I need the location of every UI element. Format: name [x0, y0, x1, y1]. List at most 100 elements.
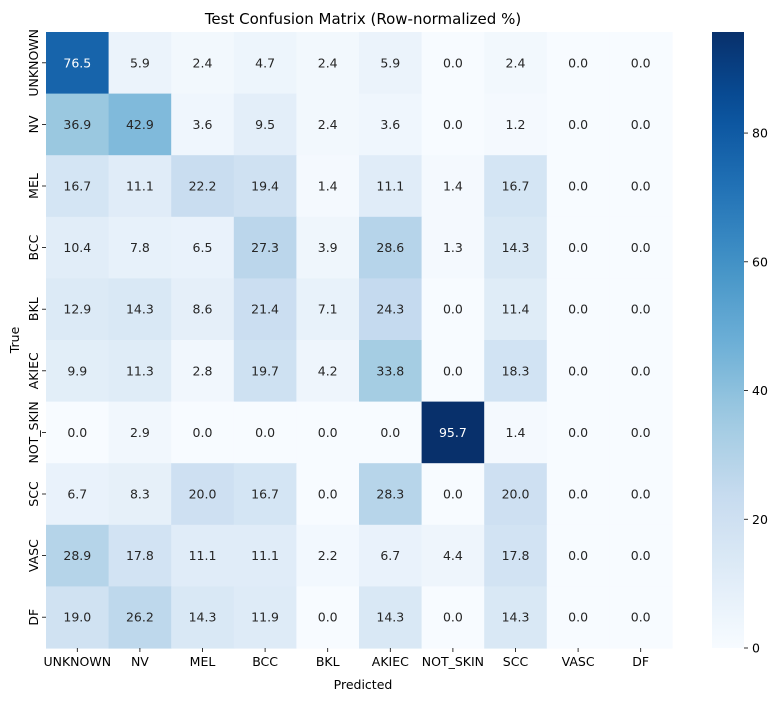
cell-value-label: 0.0	[631, 610, 651, 625]
heatmap-cell	[359, 340, 423, 403]
heatmap-cell	[609, 278, 673, 341]
heatmap-cell	[421, 401, 485, 464]
heatmap-cell	[171, 340, 235, 403]
heatmap-cell	[171, 155, 235, 218]
y-tick-label: NOT_SKIN	[26, 401, 41, 463]
cell-value-label: 28.9	[63, 548, 91, 563]
heatmap-cell	[359, 401, 423, 464]
heatmap-cell	[359, 586, 423, 649]
heatmap-cell	[546, 586, 610, 649]
heatmap-cell	[421, 463, 485, 526]
heatmap-cell	[296, 278, 360, 341]
heatmap-cell	[296, 524, 360, 587]
cell-value-label: 28.6	[376, 240, 404, 255]
heatmap-cell	[421, 216, 485, 279]
cell-value-label: 14.3	[126, 302, 154, 317]
cell-value-label: 0.0	[631, 487, 651, 502]
heatmap-cell	[484, 155, 548, 218]
cell-value-label: 5.9	[380, 55, 400, 70]
heatmap-cell	[421, 524, 485, 587]
cell-value-label: 0.0	[443, 363, 463, 378]
colorbar-gradient	[712, 32, 744, 648]
cell-value-label: 0.0	[568, 117, 588, 132]
heatmap-cell	[359, 463, 423, 526]
heatmap-cell	[233, 586, 297, 649]
heatmap-cell	[421, 340, 485, 403]
cell-value-label: 17.8	[502, 548, 530, 563]
heatmap-cell	[609, 401, 673, 464]
x-tick-label: VASC	[562, 654, 595, 669]
cell-value-label: 95.7	[439, 425, 467, 440]
heatmap-cell	[108, 586, 172, 649]
cell-value-label: 42.9	[126, 117, 154, 132]
heatmap-cell	[46, 155, 110, 218]
cell-value-label: 0.0	[443, 487, 463, 502]
y-tick-label: UNKNOWN	[26, 29, 41, 97]
heatmap-cell	[546, 340, 610, 403]
heatmap-cell	[108, 340, 172, 403]
heatmap-cell	[359, 216, 423, 279]
cell-value-label: 0.0	[568, 487, 588, 502]
chart-title: Test Confusion Matrix (Row-normalized %)	[204, 10, 521, 28]
heatmap-cell	[609, 32, 673, 95]
heatmap-cell	[609, 216, 673, 279]
cell-value-label: 1.2	[506, 117, 526, 132]
x-tick-label: BKL	[316, 654, 340, 669]
heatmap-cell	[296, 93, 360, 156]
heatmap-cell	[296, 155, 360, 218]
cell-value-label: 0.0	[631, 425, 651, 440]
cell-value-label: 76.5	[63, 55, 91, 70]
cell-value-label: 19.7	[251, 363, 279, 378]
cell-value-label: 1.4	[318, 179, 338, 194]
heatmap-cell	[46, 93, 110, 156]
cell-value-label: 3.6	[193, 117, 213, 132]
cell-value-label: 2.8	[193, 363, 213, 378]
heatmap-cell	[46, 216, 110, 279]
heatmap-cell	[359, 32, 423, 95]
cell-value-label: 0.0	[443, 302, 463, 317]
cell-value-label: 12.9	[63, 302, 91, 317]
cell-value-label: 1.4	[506, 425, 526, 440]
cell-value-label: 0.0	[193, 425, 213, 440]
heatmap-cells: 76.5 5.9 2.4 4.7 2.4 5.9 0.0 2.4 0.0 0.0 36.9 42.9 3…	[46, 32, 673, 649]
heatmap-cell	[46, 32, 110, 95]
heatmap-cell	[108, 463, 172, 526]
y-tick-label: AKIEC	[26, 352, 41, 389]
cell-value-label: 21.4	[251, 302, 279, 317]
heatmap-cell	[233, 340, 297, 403]
heatmap-cell	[46, 401, 110, 464]
cell-value-label: 3.9	[318, 240, 338, 255]
heatmap-cell	[546, 401, 610, 464]
heatmap-cell	[108, 93, 172, 156]
heatmap-cell	[171, 278, 235, 341]
cell-value-label: 0.0	[318, 425, 338, 440]
cell-value-label: 0.0	[631, 240, 651, 255]
heatmap-cell	[296, 216, 360, 279]
heatmap-cell	[609, 93, 673, 156]
heatmap-cell	[108, 524, 172, 587]
x-tick-label: AKIEC	[372, 654, 409, 669]
heatmap-cell	[484, 340, 548, 403]
cell-value-label: 2.4	[318, 117, 338, 132]
heatmap-cell	[233, 401, 297, 464]
cell-value-label: 36.9	[63, 117, 91, 132]
heatmap-cell	[359, 93, 423, 156]
cell-value-label: 0.0	[443, 117, 463, 132]
heatmap-cell	[233, 32, 297, 95]
cell-value-label: 8.6	[193, 302, 213, 317]
x-tick-label: SCC	[503, 654, 529, 669]
heatmap-cell	[46, 278, 110, 341]
heatmap-cell	[108, 32, 172, 95]
y-tick-labels: UNKNOWN NV MEL BCC BKL AKIEC NOT_SKIN SCC VASC DF	[26, 29, 46, 626]
heatmap-cell	[171, 524, 235, 587]
colorbar-tick-label: 40	[752, 383, 768, 398]
heatmap-cell	[171, 93, 235, 156]
y-tick-label: SCC	[26, 481, 41, 507]
cell-value-label: 2.2	[318, 548, 338, 563]
cell-value-label: 0.0	[631, 55, 651, 70]
cell-value-label: 28.3	[376, 487, 404, 502]
heatmap-cell	[546, 216, 610, 279]
x-tick-labels: UNKNOWN NV MEL BCC BKL AKIEC NOT_SKIN SCC VASC DF	[43, 648, 649, 669]
cell-value-label: 6.5	[193, 240, 213, 255]
